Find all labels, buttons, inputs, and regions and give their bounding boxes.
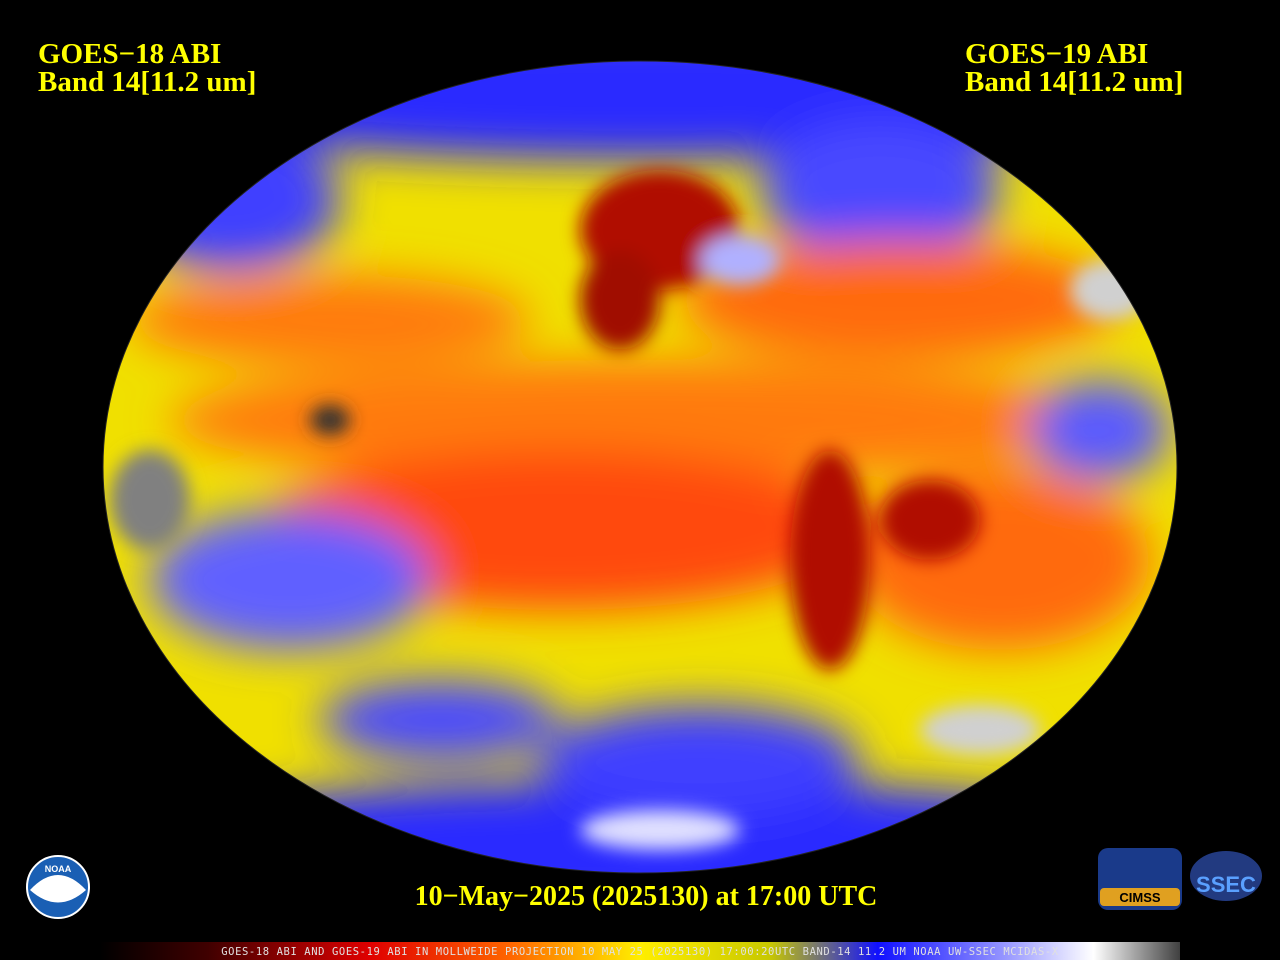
cimss-text: CIMSS — [1119, 890, 1161, 905]
right-satellite: GOES−19 ABI — [965, 38, 1148, 70]
cimss-logo: CIMSS — [1098, 848, 1182, 910]
ssec-text: SSEC — [1196, 872, 1256, 897]
noaa-logo: NOAA — [26, 855, 90, 919]
ssec-logo: SSEC — [1190, 851, 1262, 901]
right-band: Band 14[11.2 um] — [965, 66, 1183, 98]
color-bar — [100, 942, 1180, 960]
left-satellite: GOES−18 ABI — [38, 38, 221, 70]
date-line: 10−May−2025 (2025130) at 17:00 UTC — [415, 881, 878, 912]
globe-imagery — [103, 61, 1177, 873]
left-band: Band 14[11.2 um] — [38, 66, 256, 98]
noaa-text: NOAA — [45, 864, 72, 874]
footer-caption: GOES-18 ABI AND GOES-19 ABI IN MOLLWEIDE… — [221, 946, 1059, 958]
globe-outline — [102, 60, 1178, 874]
